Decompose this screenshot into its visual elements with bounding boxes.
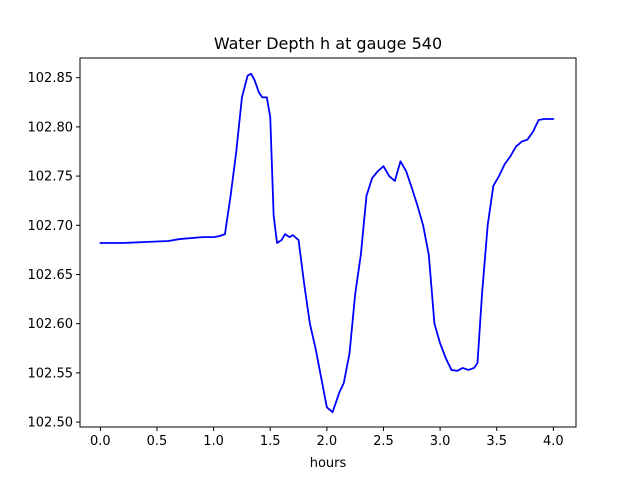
series-line bbox=[99, 72, 555, 414]
x-tick-label: 3.5 bbox=[486, 434, 507, 449]
x-axis-label: hours bbox=[310, 456, 347, 471]
x-axis-ticks: 0.0 0.5 1.0 1.5 2.0 2.5 3.0 3.5 4.0 bbox=[90, 427, 564, 449]
y-tick-label: 102.70 bbox=[28, 219, 74, 234]
x-tick-label: 4.0 bbox=[543, 434, 564, 449]
x-tick-label: 2.5 bbox=[373, 434, 394, 449]
y-tick-label: 102.60 bbox=[28, 317, 74, 332]
y-tick-label: 102.80 bbox=[28, 120, 74, 135]
axes-frame bbox=[79, 57, 577, 428]
x-tick-label: 3.0 bbox=[430, 434, 451, 449]
y-tick-label: 102.75 bbox=[28, 170, 74, 185]
plot-area bbox=[99, 72, 555, 414]
x-tick-label: 1.5 bbox=[260, 434, 281, 449]
x-tick-label: 2.0 bbox=[317, 434, 338, 449]
x-tick-label: 0.5 bbox=[147, 434, 168, 449]
y-tick-label: 102.65 bbox=[28, 268, 74, 283]
y-tick-label: 102.85 bbox=[28, 71, 74, 86]
x-tick-label: 0.0 bbox=[90, 434, 111, 449]
y-axis-ticks: 102.50 102.55 102.60 102.65 102.70 102.75 102.… bbox=[28, 71, 80, 431]
x-tick-label: 1.0 bbox=[203, 434, 224, 449]
y-tick-label: 102.50 bbox=[28, 416, 74, 431]
y-tick-label: 102.55 bbox=[28, 366, 74, 381]
chart-title: Water Depth h at gauge 540 bbox=[214, 34, 442, 53]
